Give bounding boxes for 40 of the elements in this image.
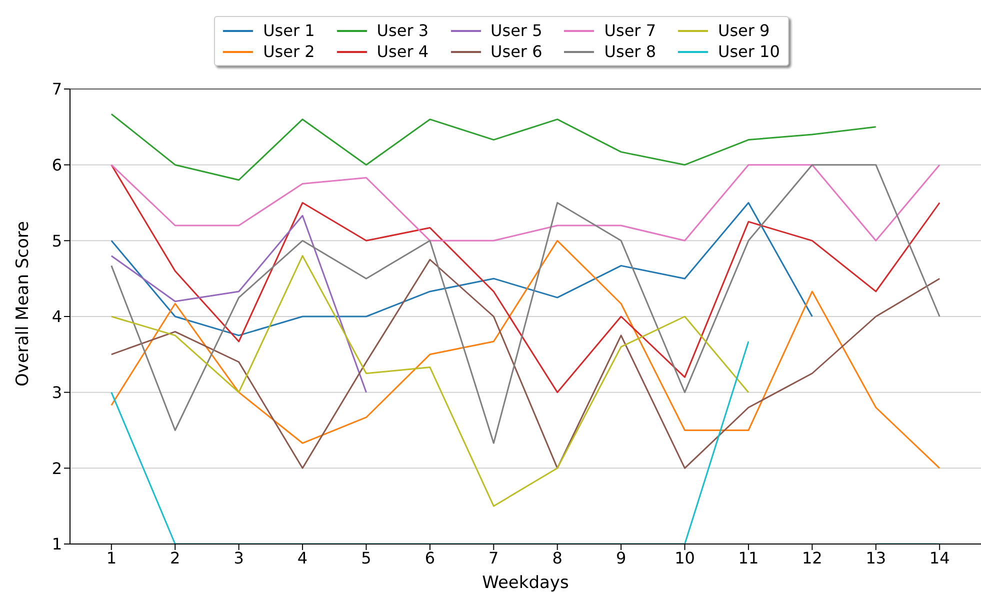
line-series <box>110 202 813 336</box>
y-tick-label: 1 <box>52 534 62 554</box>
x-tick-label: 6 <box>424 548 436 568</box>
x-tick-label: 1 <box>106 548 117 568</box>
x-tick-label: 4 <box>297 548 308 568</box>
x-tick-label: 13 <box>866 548 886 568</box>
legend-label: User 2 <box>263 42 315 61</box>
line-series <box>110 113 877 181</box>
y-tick-label: 2 <box>52 458 62 478</box>
y-tick-label: 3 <box>52 383 62 402</box>
y-tick-label: 4 <box>52 307 62 326</box>
x-tick-label: 12 <box>802 548 822 568</box>
x-tick-label: 9 <box>616 548 626 568</box>
line-series <box>110 255 750 507</box>
line-series <box>110 214 367 394</box>
legend-label: User 9 <box>718 21 770 40</box>
legend-label: User 6 <box>490 42 542 61</box>
line-series <box>110 164 940 394</box>
x-tick-label: 7 <box>488 548 499 568</box>
legend-label: User 10 <box>718 42 780 61</box>
line-series <box>110 164 940 444</box>
x-tick-label: 2 <box>170 548 180 568</box>
legend-label: User 5 <box>490 21 542 40</box>
y-axis-title: Overall Mean Score <box>13 221 34 386</box>
legend-label: User 7 <box>604 21 656 40</box>
x-tick-label: 10 <box>674 548 695 568</box>
legend-label: User 4 <box>376 42 429 61</box>
y-tick-label: 7 <box>52 80 62 99</box>
x-tick-label: 11 <box>738 548 759 568</box>
x-tick-label: 8 <box>552 548 562 568</box>
x-axis-title: Weekdays <box>482 573 569 592</box>
y-tick-label: 6 <box>52 156 62 175</box>
y-tick-label: 5 <box>52 231 62 250</box>
legend-label: User 8 <box>604 42 656 61</box>
line-series <box>110 164 940 242</box>
legend-label: User 1 <box>263 21 315 40</box>
legend-label: User 3 <box>376 21 429 40</box>
x-tick-label: 3 <box>234 548 244 568</box>
x-tick-label: 14 <box>929 548 950 568</box>
x-tick-label: 5 <box>361 548 372 568</box>
